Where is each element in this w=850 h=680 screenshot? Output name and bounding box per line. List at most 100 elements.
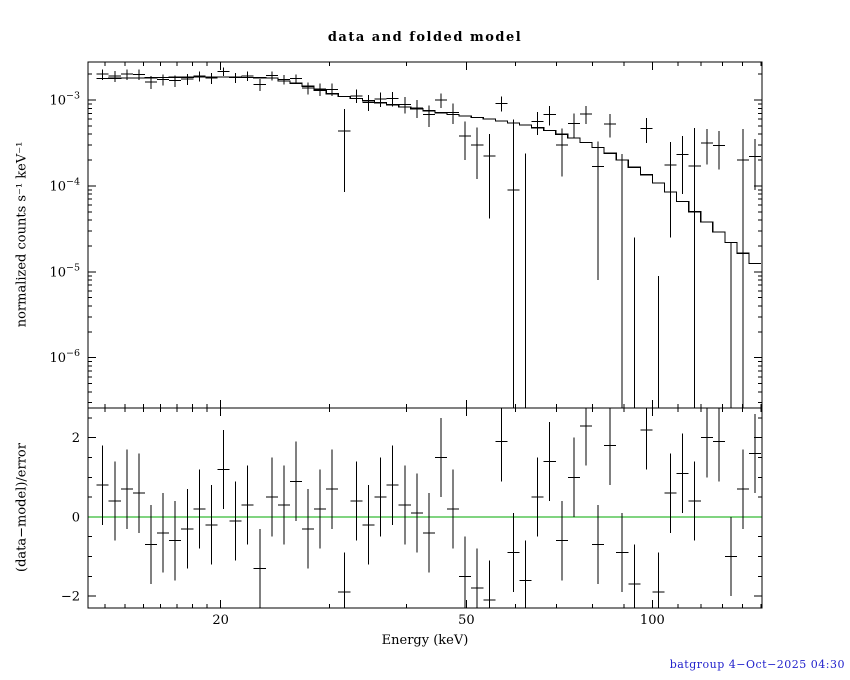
data-point [664, 141, 677, 238]
residual-point [157, 493, 170, 573]
residual-point [301, 489, 315, 569]
data-point [579, 106, 593, 124]
data-point [326, 83, 339, 97]
residual-point [398, 465, 411, 545]
residual-point [350, 461, 363, 541]
data-point [169, 75, 182, 87]
data-point [265, 71, 278, 81]
data-point [145, 76, 158, 90]
data-point [120, 69, 133, 80]
residual-point [120, 449, 133, 529]
data-point [447, 103, 460, 124]
residual-point [640, 408, 653, 470]
svg-text:10−5: 10−5 [49, 262, 80, 280]
data-point [96, 69, 109, 80]
model-line [96, 76, 762, 265]
residual-point [362, 485, 375, 565]
residual-point [181, 489, 194, 569]
residual-point [422, 493, 435, 573]
data-point [749, 139, 762, 190]
data-point [289, 74, 302, 84]
data-point [543, 106, 556, 126]
data-point [193, 71, 206, 82]
residual-point [145, 505, 158, 585]
data-point [688, 128, 701, 408]
data-point [640, 118, 653, 144]
data-point [108, 70, 121, 83]
residual-point [241, 465, 254, 545]
chart-title: data and folded model [327, 30, 523, 45]
residual-point [507, 512, 520, 593]
data-point [229, 73, 242, 83]
data-point [410, 100, 423, 118]
data-point [217, 67, 230, 77]
residual-point [193, 469, 206, 549]
data-point [241, 71, 254, 82]
residual-point [604, 408, 617, 486]
data-point [592, 141, 605, 281]
residual-point [229, 481, 242, 561]
svg-text:10−6: 10−6 [49, 348, 80, 366]
residual-point [447, 469, 460, 549]
residual-point [205, 485, 218, 565]
data-point [374, 92, 387, 107]
data-point [700, 129, 713, 165]
svg-text:100: 100 [640, 613, 665, 628]
data-point [157, 74, 170, 86]
data-point [483, 134, 496, 219]
residual-point [169, 501, 182, 581]
residual-point [410, 473, 423, 553]
residual-point [592, 505, 605, 585]
residual-point [289, 441, 302, 521]
data-point [737, 129, 750, 408]
residual-point [338, 552, 351, 608]
residual-data-points [96, 408, 762, 608]
residual-point [724, 516, 738, 597]
residual-point [676, 433, 689, 513]
axis-ticks [88, 62, 762, 608]
tick-labels: 10−310−410−510−620−220 50 100 [49, 91, 664, 628]
data-point [205, 73, 218, 84]
svg-text:2: 2 [72, 431, 80, 446]
data-point [422, 105, 435, 128]
data-point [676, 136, 689, 194]
residual-point [688, 461, 701, 541]
residual-point [108, 461, 121, 541]
residual-point [567, 437, 580, 517]
residual-point [519, 540, 532, 608]
residual-point [386, 445, 399, 525]
residual-point [737, 449, 750, 529]
svg-text:20: 20 [212, 613, 229, 628]
residual-point [217, 429, 230, 509]
svg-text:0: 0 [72, 510, 80, 525]
residual-point [471, 548, 484, 608]
residual-point [555, 501, 568, 581]
svg-text:50: 50 [458, 613, 475, 628]
data-point [434, 93, 448, 109]
data-point [338, 109, 351, 192]
residual-point [712, 408, 725, 482]
data-point [253, 79, 266, 92]
svg-text:10−4: 10−4 [49, 176, 80, 194]
residual-point [253, 528, 266, 608]
data-point [301, 82, 315, 95]
data-point [386, 91, 399, 107]
plot-frame [87, 61, 763, 609]
data-point [459, 121, 472, 161]
data-point [555, 128, 568, 177]
residual-point [314, 469, 327, 549]
residual-point [664, 453, 677, 533]
residual-point [132, 453, 146, 533]
residual-point [265, 457, 278, 537]
data-point [471, 127, 484, 179]
residual-point [616, 512, 629, 593]
residual-point [277, 465, 290, 545]
residual-point [700, 408, 713, 478]
residual-point [495, 408, 508, 482]
residual-point [483, 560, 496, 608]
data-point [314, 83, 327, 96]
data-point [604, 113, 617, 138]
residual-point [434, 417, 448, 498]
